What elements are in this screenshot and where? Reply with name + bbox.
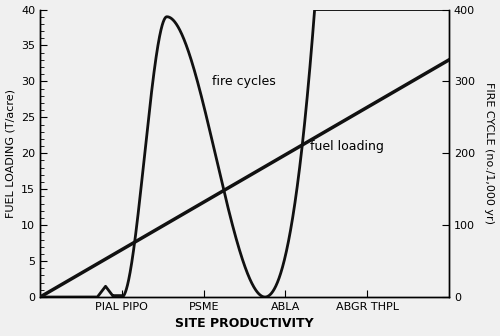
X-axis label: SITE PRODUCTIVITY: SITE PRODUCTIVITY xyxy=(175,318,314,330)
Y-axis label: FIRE CYCLE (no./1,000 yr): FIRE CYCLE (no./1,000 yr) xyxy=(484,82,494,224)
Text: fuel loading: fuel loading xyxy=(310,139,384,153)
Text: fire cycles: fire cycles xyxy=(212,75,276,88)
Y-axis label: FUEL LOADING (T/acre): FUEL LOADING (T/acre) xyxy=(6,89,16,218)
